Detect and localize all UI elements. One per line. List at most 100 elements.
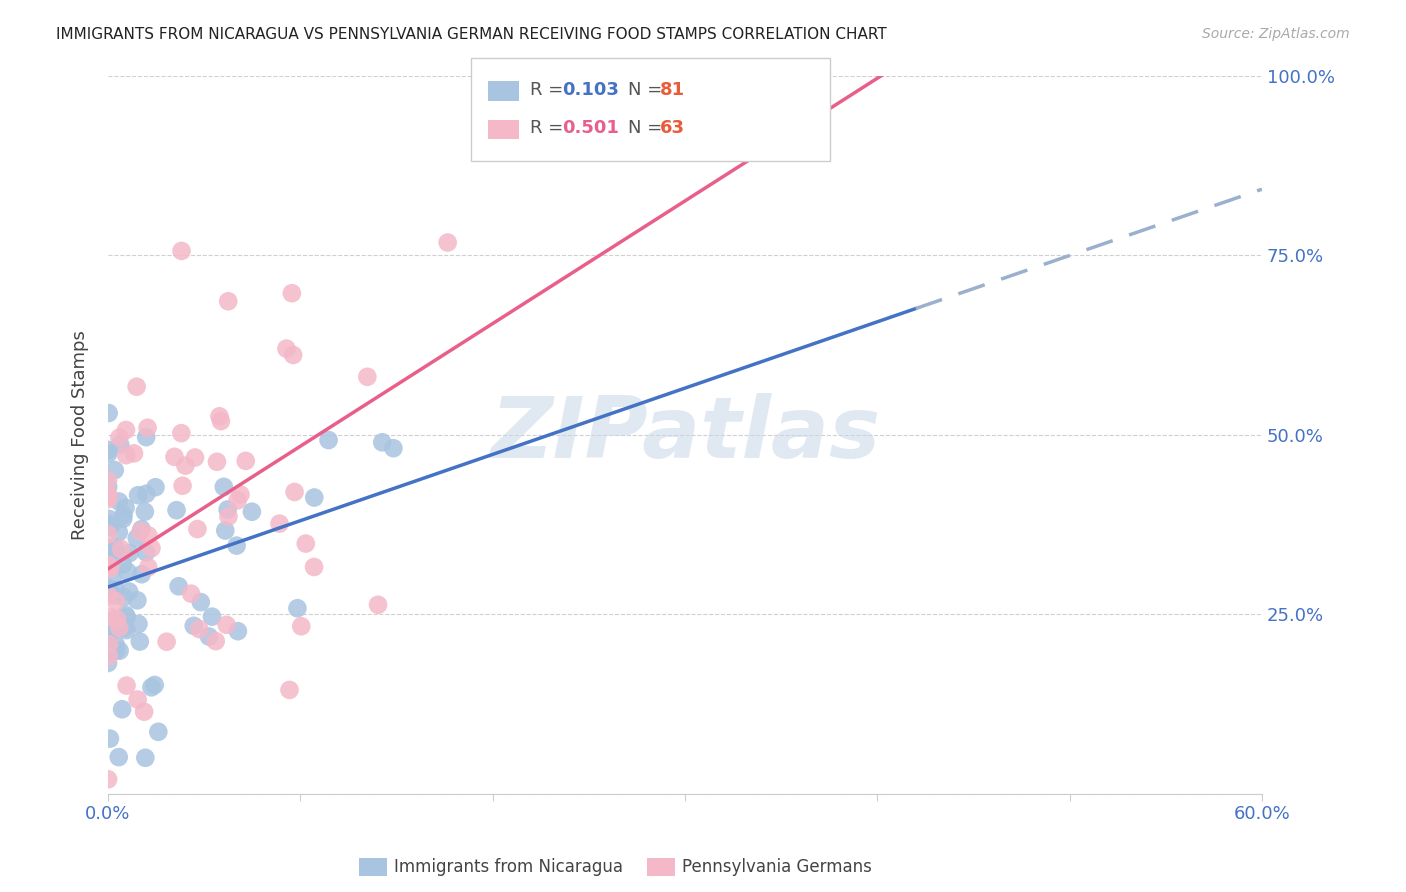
Point bbox=[190, 595, 212, 609]
Point bbox=[97, 446, 120, 460]
Point bbox=[283, 348, 305, 362]
Point bbox=[111, 558, 134, 572]
Point bbox=[284, 485, 307, 500]
Point bbox=[201, 609, 224, 624]
Point bbox=[107, 750, 129, 764]
Point bbox=[135, 487, 157, 501]
Point bbox=[186, 522, 208, 536]
Point bbox=[278, 682, 301, 697]
Point bbox=[98, 517, 121, 532]
Point bbox=[101, 571, 124, 585]
Point bbox=[118, 546, 141, 560]
Point bbox=[356, 369, 378, 384]
Point bbox=[114, 500, 136, 515]
Point bbox=[276, 342, 298, 356]
Text: Pennsylvania Germans: Pennsylvania Germans bbox=[682, 858, 872, 876]
Point bbox=[166, 503, 188, 517]
Point bbox=[101, 615, 124, 630]
Point bbox=[138, 528, 160, 542]
Point bbox=[218, 509, 240, 524]
Point bbox=[225, 539, 247, 553]
Point bbox=[125, 531, 148, 545]
Point bbox=[188, 622, 211, 636]
Point bbox=[110, 438, 132, 452]
Point bbox=[108, 643, 131, 657]
Point bbox=[98, 512, 121, 526]
Point bbox=[174, 458, 197, 473]
Point bbox=[111, 702, 134, 716]
Point bbox=[287, 601, 309, 615]
Point bbox=[97, 558, 120, 572]
Text: 63: 63 bbox=[659, 120, 685, 137]
Point bbox=[115, 448, 138, 462]
Point bbox=[145, 480, 167, 494]
Text: R =: R = bbox=[530, 81, 569, 99]
Point bbox=[214, 524, 236, 538]
Point bbox=[134, 505, 156, 519]
Point bbox=[129, 524, 152, 539]
Point bbox=[97, 637, 120, 651]
Point bbox=[127, 617, 149, 632]
Point bbox=[217, 294, 239, 309]
Point bbox=[125, 380, 148, 394]
Point bbox=[98, 616, 121, 631]
Point bbox=[115, 623, 138, 637]
Point bbox=[204, 634, 226, 648]
Point bbox=[97, 492, 120, 507]
Point bbox=[104, 542, 127, 557]
Point bbox=[371, 435, 394, 450]
Text: R =: R = bbox=[530, 120, 569, 137]
Point bbox=[382, 441, 405, 455]
Point bbox=[98, 561, 121, 575]
Text: 81: 81 bbox=[659, 81, 685, 99]
Point bbox=[97, 642, 120, 657]
Text: Source: ZipAtlas.com: Source: ZipAtlas.com bbox=[1202, 27, 1350, 41]
Point bbox=[103, 612, 125, 626]
Point bbox=[170, 426, 193, 441]
Point bbox=[134, 705, 156, 719]
Point bbox=[97, 588, 120, 602]
Point bbox=[98, 623, 121, 637]
Point bbox=[112, 590, 135, 604]
Point bbox=[215, 617, 238, 632]
Point bbox=[98, 519, 121, 533]
Point bbox=[104, 637, 127, 651]
Point bbox=[115, 679, 138, 693]
Point bbox=[108, 621, 131, 635]
Point bbox=[98, 582, 121, 597]
Point bbox=[115, 610, 138, 624]
Point bbox=[269, 516, 291, 531]
Point bbox=[141, 541, 163, 556]
Point bbox=[143, 678, 166, 692]
Point bbox=[127, 593, 149, 607]
Point bbox=[128, 634, 150, 648]
Text: Immigrants from Nicaragua: Immigrants from Nicaragua bbox=[394, 858, 623, 876]
Point bbox=[141, 681, 163, 695]
Point bbox=[302, 560, 325, 574]
Point bbox=[290, 619, 312, 633]
Point bbox=[156, 634, 179, 648]
Text: N =: N = bbox=[628, 120, 668, 137]
Point bbox=[294, 536, 316, 550]
Point bbox=[114, 607, 136, 622]
Point bbox=[184, 450, 207, 465]
Point bbox=[112, 512, 135, 526]
Point bbox=[235, 454, 257, 468]
Point bbox=[97, 627, 120, 641]
Point bbox=[134, 751, 156, 765]
Point bbox=[217, 502, 239, 516]
Point bbox=[97, 442, 120, 457]
Point bbox=[136, 421, 159, 435]
Point bbox=[170, 244, 193, 258]
Point bbox=[281, 286, 304, 301]
Text: 0.501: 0.501 bbox=[562, 120, 619, 137]
Point bbox=[97, 656, 120, 670]
Point bbox=[107, 525, 129, 540]
Point bbox=[205, 455, 228, 469]
Point bbox=[112, 621, 135, 635]
Point bbox=[97, 406, 120, 420]
Point bbox=[127, 692, 149, 706]
Point bbox=[240, 505, 263, 519]
Point bbox=[97, 488, 120, 502]
Point bbox=[180, 587, 202, 601]
